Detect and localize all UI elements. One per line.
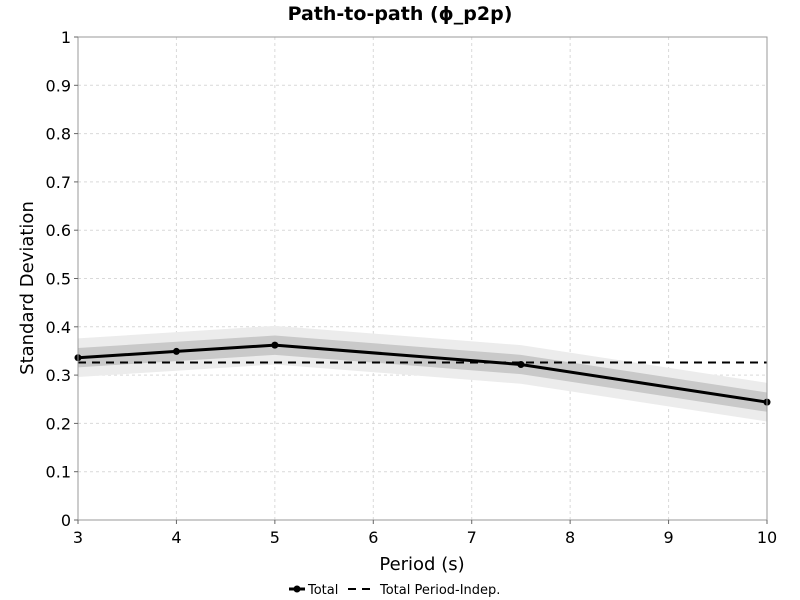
x-tick-label: 8 [565,528,575,547]
y-tick-label: 0.1 [46,463,71,482]
y-tick-label: 0.9 [46,76,71,95]
x-tick-label: 7 [467,528,477,547]
x-tick-label: 6 [368,528,378,547]
y-tick-label: 0.5 [46,270,71,289]
x-tick-label: 3 [73,528,83,547]
y-tick-label: 0.3 [46,366,71,385]
x-axis-ticks: 3 4 5 6 7 8 9 10 [73,520,777,547]
data-point [172,347,180,355]
x-tick-label: 5 [270,528,280,547]
legend-label-total: Total [307,583,338,598]
x-tick-label: 4 [171,528,181,547]
plot-area [74,36,771,521]
y-tick-label: 0.8 [46,125,71,144]
legend: Total Total Period-Indep. [289,583,500,598]
uncertainty-bands [78,325,767,422]
y-tick-label: 0 [61,511,71,530]
y-tick-label: 1 [61,28,71,47]
x-tick-label: 9 [663,528,673,547]
chart-title: Path-to-path (ϕ_p2p) [288,3,513,25]
y-axis-label: Standard Deviation [17,201,38,375]
legend-label-period-indep: Total Period-Indep. [379,583,500,598]
y-axis-ticks: 0 0.1 0.2 0.3 0.4 0.5 0.6 0.7 0.8 0.9 1 [46,28,78,530]
y-tick-label: 0.7 [46,173,71,192]
x-tick-label: 10 [757,528,777,547]
y-tick-label: 0.2 [46,414,71,433]
legend-marker-total [293,585,301,593]
y-tick-label: 0.6 [46,221,71,240]
data-point [271,341,279,349]
x-axis-label: Period (s) [379,554,464,575]
series-lines [74,341,771,406]
y-tick-label: 0.4 [46,318,71,337]
uncertainty-band-2 [78,335,767,412]
